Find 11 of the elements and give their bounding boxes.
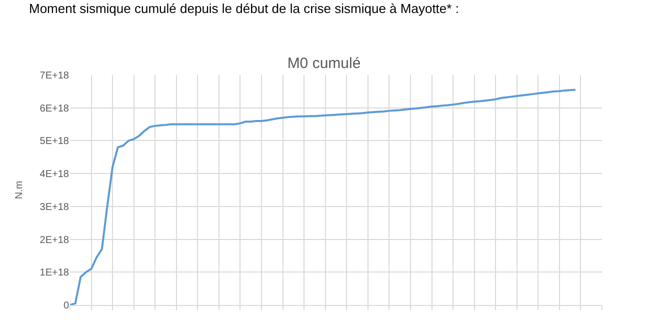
text: Moment sismique cumulé depuis le début de la crise sismique à Mayotte* :: [29, 1, 459, 16]
y-tick-label: 2E+18: [40, 234, 70, 246]
chart-title: M0 cumulé: [287, 55, 361, 72]
y-tick-label: 7E+18: [40, 70, 70, 82]
y-axis-title: N.m: [14, 180, 25, 200]
y-tick-label: 0: [63, 300, 70, 312]
y-tick-label: 1E+18: [40, 268, 70, 279]
y-tick-label: 5E+18: [40, 136, 70, 148]
y-tick-label: 6E+18: [40, 103, 70, 114]
y-tick-label: 4E+18: [40, 169, 70, 180]
y-tick-label: 3E+18: [40, 202, 70, 213]
